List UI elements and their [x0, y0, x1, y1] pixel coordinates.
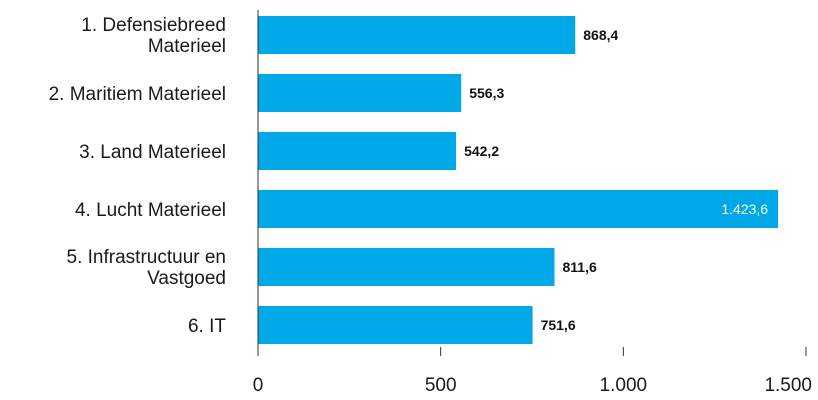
x-tick-label: 1.500	[764, 375, 812, 396]
value-labels: 868,4 556,3 542,2 1.423,6 811,6 751,6	[464, 27, 768, 333]
category-label: 4. Lucht Materieel	[75, 200, 226, 221]
value-label: 868,4	[583, 27, 618, 43]
value-label: 1.423,6	[721, 201, 768, 217]
category-label: 3. Land Materieel	[79, 142, 226, 163]
bar-6	[258, 306, 533, 344]
category-label: 5. Infrastructuur en	[67, 247, 226, 268]
bar-5	[258, 248, 555, 286]
bar-3	[258, 132, 457, 170]
bar-2	[258, 74, 462, 112]
x-tick-label: 0	[253, 375, 264, 396]
bar-1	[258, 16, 576, 54]
x-tick-label: 500	[425, 375, 457, 396]
x-axis-ticks: 0 500 1.000 1.500	[253, 347, 812, 396]
bar-4	[258, 190, 779, 228]
value-label: 811,6	[563, 259, 597, 275]
bars	[258, 16, 779, 344]
category-label: 2. Maritiem Materieel	[49, 84, 226, 105]
value-label: 556,3	[469, 85, 504, 101]
category-label: Materieel	[148, 36, 226, 57]
value-label: 751,6	[541, 317, 576, 333]
x-tick-label: 1.000	[600, 375, 648, 396]
value-label: 542,2	[464, 143, 499, 159]
category-label: 1. Defensiebreed	[81, 15, 226, 36]
category-label: Vastgoed	[147, 268, 226, 289]
category-label: 6. IT	[188, 316, 226, 337]
